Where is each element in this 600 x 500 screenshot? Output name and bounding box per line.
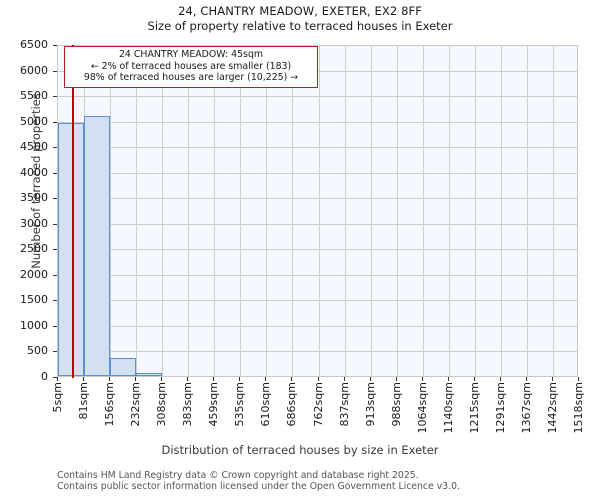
x-axis-tick-label: 81sqm — [77, 382, 91, 420]
y-axis-tick-mark — [53, 121, 57, 123]
x-axis-title: Distribution of terraced houses by size … — [161, 443, 439, 457]
footer-line-1: Contains HM Land Registry data © Crown c… — [57, 470, 419, 481]
x-axis-tick-mark — [187, 377, 189, 381]
x-axis-tick-label: 535sqm — [233, 382, 247, 427]
page-subtitle: Size of property relative to terraced ho… — [147, 19, 453, 33]
x-axis-tick-label: 837sqm — [337, 382, 351, 427]
y-axis-tick-mark — [53, 249, 57, 251]
x-axis-tick-mark — [135, 377, 137, 381]
x-axis-tick-mark — [525, 377, 527, 381]
y-axis-tick-label: 3000 — [20, 216, 48, 230]
y-axis-tick-mark — [53, 300, 57, 302]
x-axis-tick-mark — [161, 377, 163, 381]
x-axis-tick-mark — [343, 377, 345, 381]
x-axis-tick-label: 686sqm — [285, 382, 299, 427]
x-axis-tick-label: 1518sqm — [572, 382, 585, 434]
x-axis-tick-mark — [421, 377, 423, 381]
y-axis-tick-mark — [53, 325, 57, 327]
x-axis-tick-mark — [213, 377, 215, 381]
x-axis-tick-label: 988sqm — [389, 382, 403, 427]
x-axis-tick-mark — [551, 377, 553, 381]
x-axis-tick-mark — [317, 377, 319, 381]
page-title: 24, CHANTRY MEADOW, EXETER, EX2 8FF — [178, 4, 422, 18]
x-axis-tick-label: 610sqm — [259, 382, 273, 427]
x-axis-tick-label: 459sqm — [207, 382, 221, 427]
y-axis-tick-mark — [53, 172, 57, 174]
x-axis-tick-label: 762sqm — [311, 382, 325, 427]
x-axis-tick-label: 1291sqm — [493, 382, 507, 434]
x-axis-tick-label: 1064sqm — [415, 382, 429, 434]
y-axis-tick-label: 500 — [27, 344, 48, 358]
y-axis-tick-mark — [53, 45, 57, 46]
y-axis-tick-label: 1500 — [20, 293, 48, 307]
y-axis-tick-mark — [53, 351, 57, 353]
x-axis-tick-label: 308sqm — [155, 382, 169, 427]
y-axis-tick-mark — [53, 96, 57, 98]
x-axis-tick-label: 913sqm — [363, 382, 377, 427]
x-axis-tick-label: 1442sqm — [545, 382, 559, 434]
y-axis-tick-label: 2500 — [20, 242, 48, 256]
x-axis-tick-mark — [578, 377, 579, 381]
bar — [58, 122, 85, 376]
y-axis-tick-mark — [53, 377, 57, 378]
bar — [110, 358, 137, 376]
x-axis-tick-label: 1367sqm — [519, 382, 533, 434]
x-axis-tick-mark — [83, 377, 85, 381]
plot-area — [57, 45, 578, 378]
y-axis-tick-mark — [53, 147, 57, 149]
x-axis-tick-label: 5sqm — [51, 382, 64, 413]
x-axis-tick-mark — [369, 377, 371, 381]
y-axis-tick-label: 4000 — [20, 165, 48, 179]
property-marker-line — [71, 45, 74, 378]
y-axis-tick-label: 6500 — [20, 38, 48, 51]
y-axis-tick-mark — [53, 274, 57, 276]
footer-line-2: Contains public sector information licen… — [57, 480, 460, 492]
y-axis-tick-label: 0 — [41, 370, 48, 383]
bar — [84, 115, 111, 376]
x-axis-tick-label: 1140sqm — [441, 382, 455, 434]
x-axis-tick-mark — [473, 377, 475, 381]
x-axis-tick-mark — [265, 377, 267, 381]
property-annotation-box: 24 CHANTRY MEADOW: 45sqm ← 2% of terrace… — [64, 46, 318, 88]
y-axis-tick-label: 3500 — [20, 191, 48, 205]
x-axis-tick-label: 156sqm — [103, 382, 117, 427]
annotation-line-3: 98% of terraced houses are larger (10,22… — [83, 72, 299, 84]
y-axis-tick-label: 4500 — [20, 140, 48, 154]
annotation-line-1: 24 CHANTRY MEADOW: 45sqm — [118, 49, 264, 60]
y-axis-tick-label: 2000 — [20, 267, 48, 281]
bar — [136, 373, 163, 376]
y-axis-tick-label: 6000 — [20, 63, 48, 77]
x-axis-tick-mark — [239, 377, 241, 381]
x-axis-tick-label: 383sqm — [181, 382, 195, 427]
x-axis-tick-mark — [291, 377, 293, 381]
y-axis-tick-mark — [53, 70, 57, 72]
x-axis-tick-label: 1215sqm — [467, 382, 481, 434]
annotation-line-2: ← 2% of terraced houses are smaller (183… — [90, 60, 292, 72]
x-axis-tick-mark — [395, 377, 397, 381]
x-axis-tick-mark — [499, 377, 501, 381]
x-axis-tick-mark — [57, 377, 58, 381]
bar-series — [58, 46, 577, 376]
x-axis-tick-label: 232sqm — [129, 382, 143, 427]
y-axis-tick-label: 5500 — [20, 89, 48, 103]
y-axis-tick-mark — [53, 198, 57, 200]
y-axis-tick-mark — [53, 223, 57, 225]
footer-attribution: Contains HM Land Registry data © Crown c… — [57, 470, 460, 493]
x-axis-tick-mark — [109, 377, 111, 381]
y-axis-tick-label: 1000 — [20, 318, 48, 332]
x-axis-tick-mark — [447, 377, 449, 381]
y-axis-tick-label: 5000 — [20, 114, 48, 128]
